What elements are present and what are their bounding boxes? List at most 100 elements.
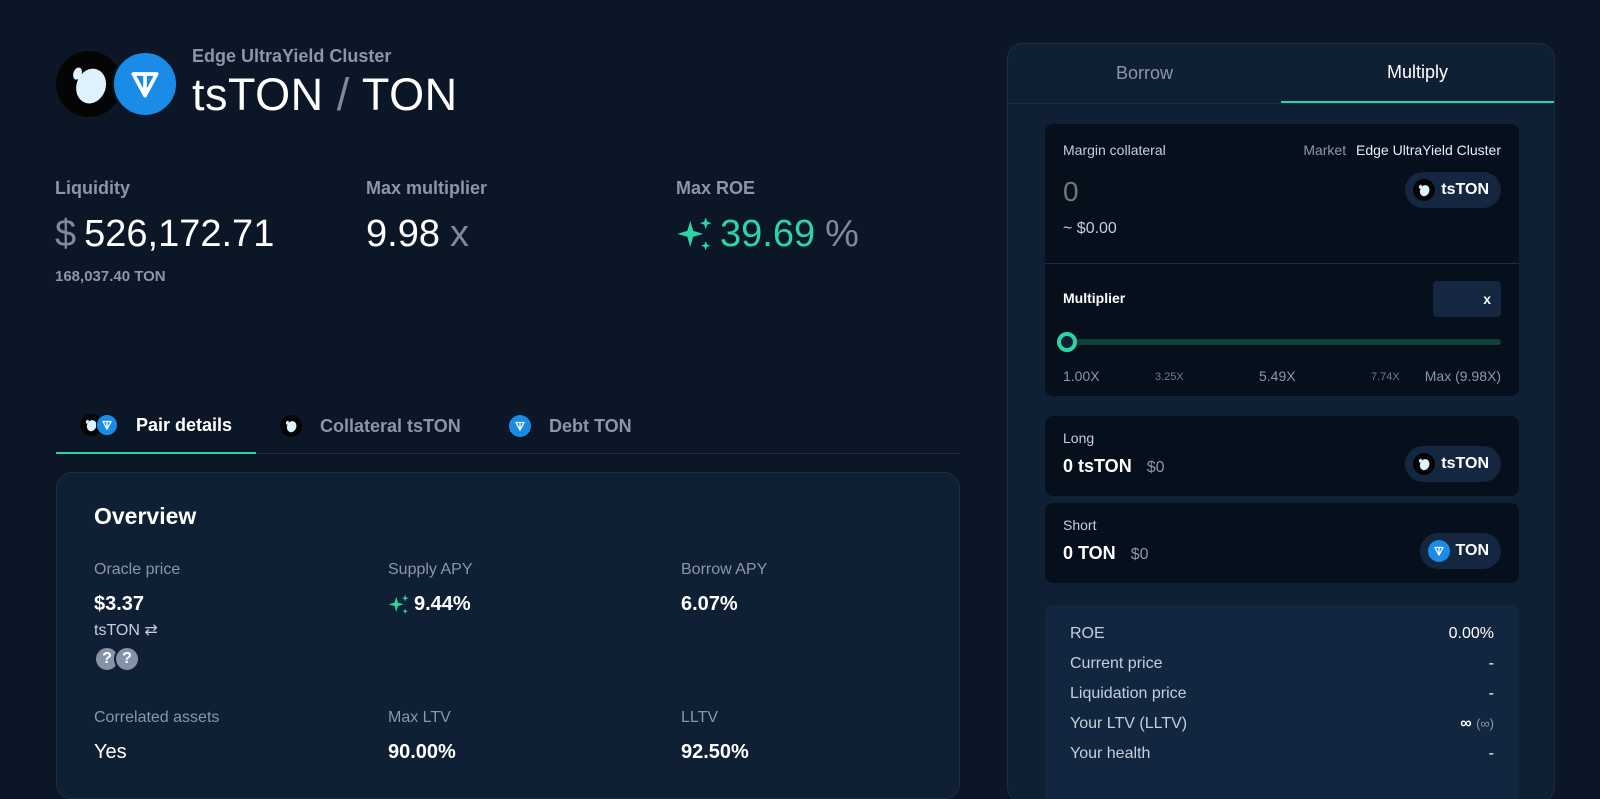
tab-borrow[interactable]: Borrow	[1115, 63, 1173, 83]
tab-pair-details[interactable]: Pair details	[56, 398, 256, 454]
borrow-apy-label: Borrow APY	[681, 561, 768, 578]
roe-label: ROE	[1070, 625, 1105, 642]
max-multiplier-label: Max multiplier	[366, 178, 488, 198]
ton-logo-icon	[509, 415, 531, 437]
max-ltv-label: Max LTV	[388, 709, 451, 726]
tston-logo-icon	[280, 415, 302, 437]
correlated-assets: Correlated assets Yes	[94, 709, 219, 764]
pair-separator: /	[336, 69, 350, 120]
lltv-label: LLTV	[681, 709, 719, 726]
ton-logo-icon	[96, 414, 118, 436]
summary-row-current-price: Current price -	[1070, 655, 1494, 673]
tston-logo-icon	[1413, 453, 1436, 475]
question-icon[interactable]: ?	[94, 646, 120, 672]
ton-logo-icon	[1427, 540, 1450, 562]
slider-tick-3: 7.74X	[1371, 371, 1400, 383]
supply-apy-label: Supply APY	[388, 561, 473, 578]
short-usd: $0	[1130, 546, 1149, 563]
current-price-label: Current price	[1070, 655, 1163, 672]
margin-amount-input[interactable]	[1063, 172, 1363, 212]
short-label: Short	[1063, 517, 1097, 533]
overview-card: Overview Oracle price $3.37 tsTON ⇄ ? ? …	[56, 472, 960, 799]
ltv-label: Your LTV (LLTV)	[1070, 715, 1188, 732]
borrow-apy: Borrow APY 6.07%	[681, 561, 767, 616]
max-multiplier-stat: Max multiplier 9.98 x	[366, 178, 487, 256]
summary-row-ltv: Your LTV (LLTV) ∞ (∞)	[1070, 715, 1494, 733]
roe-value: 0.00%	[1448, 625, 1494, 642]
detail-tabs: Pair details Collateral tsTON Debt TON	[56, 398, 960, 454]
pair-logos	[56, 49, 180, 119]
oracle-price-label: Oracle price	[94, 561, 181, 578]
long-usd: $0	[1146, 459, 1165, 476]
oracle-price-value: $3.37	[94, 593, 145, 615]
lltv-sub-value: (∞)	[1476, 716, 1494, 731]
long-token-chip: tsTON	[1405, 446, 1501, 482]
short-token-chip: TON	[1419, 533, 1501, 569]
summary-row-roe: ROE 0.00%	[1070, 625, 1494, 643]
slider-tick-min: 1.00X	[1063, 368, 1100, 384]
max-multiplier-unit: x	[449, 213, 469, 255]
pair-mini-logos	[80, 413, 122, 437]
short-amount: 0 TON	[1063, 543, 1116, 563]
max-roe-stat: Max ROE 39.69 %	[676, 178, 859, 256]
max-multiplier-value: 9.98	[366, 213, 440, 255]
collateral-symbol: tsTON	[192, 69, 324, 120]
pair-header: Edge UltraYield Cluster tsTON / TON	[56, 46, 458, 121]
slider-tick-max[interactable]: Max (9.98X)	[1424, 368, 1501, 384]
margin-token-selector[interactable]: tsTON	[1405, 172, 1501, 208]
liquidity-sub: 168,037.40 TON	[55, 268, 166, 285]
multiplier-slider-track[interactable]	[1063, 339, 1501, 345]
tab-label: Collateral tsTON	[320, 415, 461, 436]
action-tabs: Borrow Multiply	[1008, 44, 1554, 104]
sparkle-icon	[676, 216, 714, 254]
multiply-panel: Borrow Multiply Margin collateral Market…	[1007, 43, 1555, 799]
margin-collateral-label: Margin collateral	[1063, 142, 1166, 158]
liquidation-price-value: -	[1488, 685, 1494, 702]
correlated-assets-label: Correlated assets	[94, 709, 220, 726]
lltv: LLTV 92.50%	[681, 709, 749, 764]
overview-title: Overview	[94, 503, 197, 529]
long-position-box: Long 0 tsTON $0 tsTON	[1045, 416, 1519, 496]
cluster-name: Edge UltraYield Cluster	[192, 46, 392, 66]
multiplier-slider-handle[interactable]	[1057, 332, 1077, 352]
max-roe-label: Max ROE	[676, 178, 756, 198]
long-token-label: tsTON	[1441, 455, 1489, 472]
supply-apy: Supply APY 9.44%	[388, 561, 473, 616]
multiplier-unit: x	[1483, 291, 1491, 307]
slider-tick-mid: 5.49X	[1259, 368, 1296, 384]
tab-label: Debt TON	[549, 415, 632, 436]
oracle-price-symbol: tsTON	[94, 622, 140, 639]
market-label: Market	[1303, 142, 1347, 158]
max-roe-unit: %	[825, 213, 859, 255]
margin-usd-value: ~ $0.00	[1063, 220, 1117, 237]
multiplier-label: Multiplier	[1063, 290, 1126, 306]
oracle-badges: ? ?	[94, 646, 180, 672]
market-info: Market Edge UltraYield Cluster	[1303, 142, 1501, 158]
liquidity-label: Liquidity	[55, 178, 130, 198]
multiplier-input[interactable]: x	[1433, 281, 1501, 317]
margin-token-label: tsTON	[1441, 181, 1489, 198]
liquidation-price-label: Liquidation price	[1070, 685, 1187, 702]
short-token-label: TON	[1455, 542, 1489, 559]
page-title: tsTON / TON	[192, 69, 458, 121]
sparkle-icon	[388, 594, 410, 616]
liquidity-currency: $	[55, 213, 77, 255]
health-value: -	[1488, 745, 1494, 762]
oracle-price-unit: tsTON ⇄	[94, 620, 180, 640]
tab-collateral[interactable]: Collateral tsTON	[280, 398, 461, 454]
swap-icon[interactable]: ⇄	[144, 622, 158, 639]
long-label: Long	[1063, 430, 1095, 446]
question-icon[interactable]: ?	[114, 646, 140, 672]
borrow-apy-value: 6.07%	[681, 593, 738, 615]
market-value: Edge UltraYield Cluster	[1356, 142, 1501, 158]
max-ltv: Max LTV 90.00%	[388, 709, 456, 764]
correlated-assets-value: Yes	[94, 741, 127, 763]
summary-row-health: Your health -	[1070, 745, 1494, 763]
slider-tick-1: 3.25X	[1155, 371, 1184, 383]
tab-debt[interactable]: Debt TON	[509, 398, 632, 454]
debt-symbol: TON	[361, 69, 458, 120]
long-amount: 0 tsTON	[1063, 456, 1132, 476]
lltv-value: 92.50%	[681, 741, 749, 763]
summary-row-liquidation-price: Liquidation price -	[1070, 685, 1494, 703]
tab-multiply[interactable]: Multiply	[1281, 44, 1554, 103]
